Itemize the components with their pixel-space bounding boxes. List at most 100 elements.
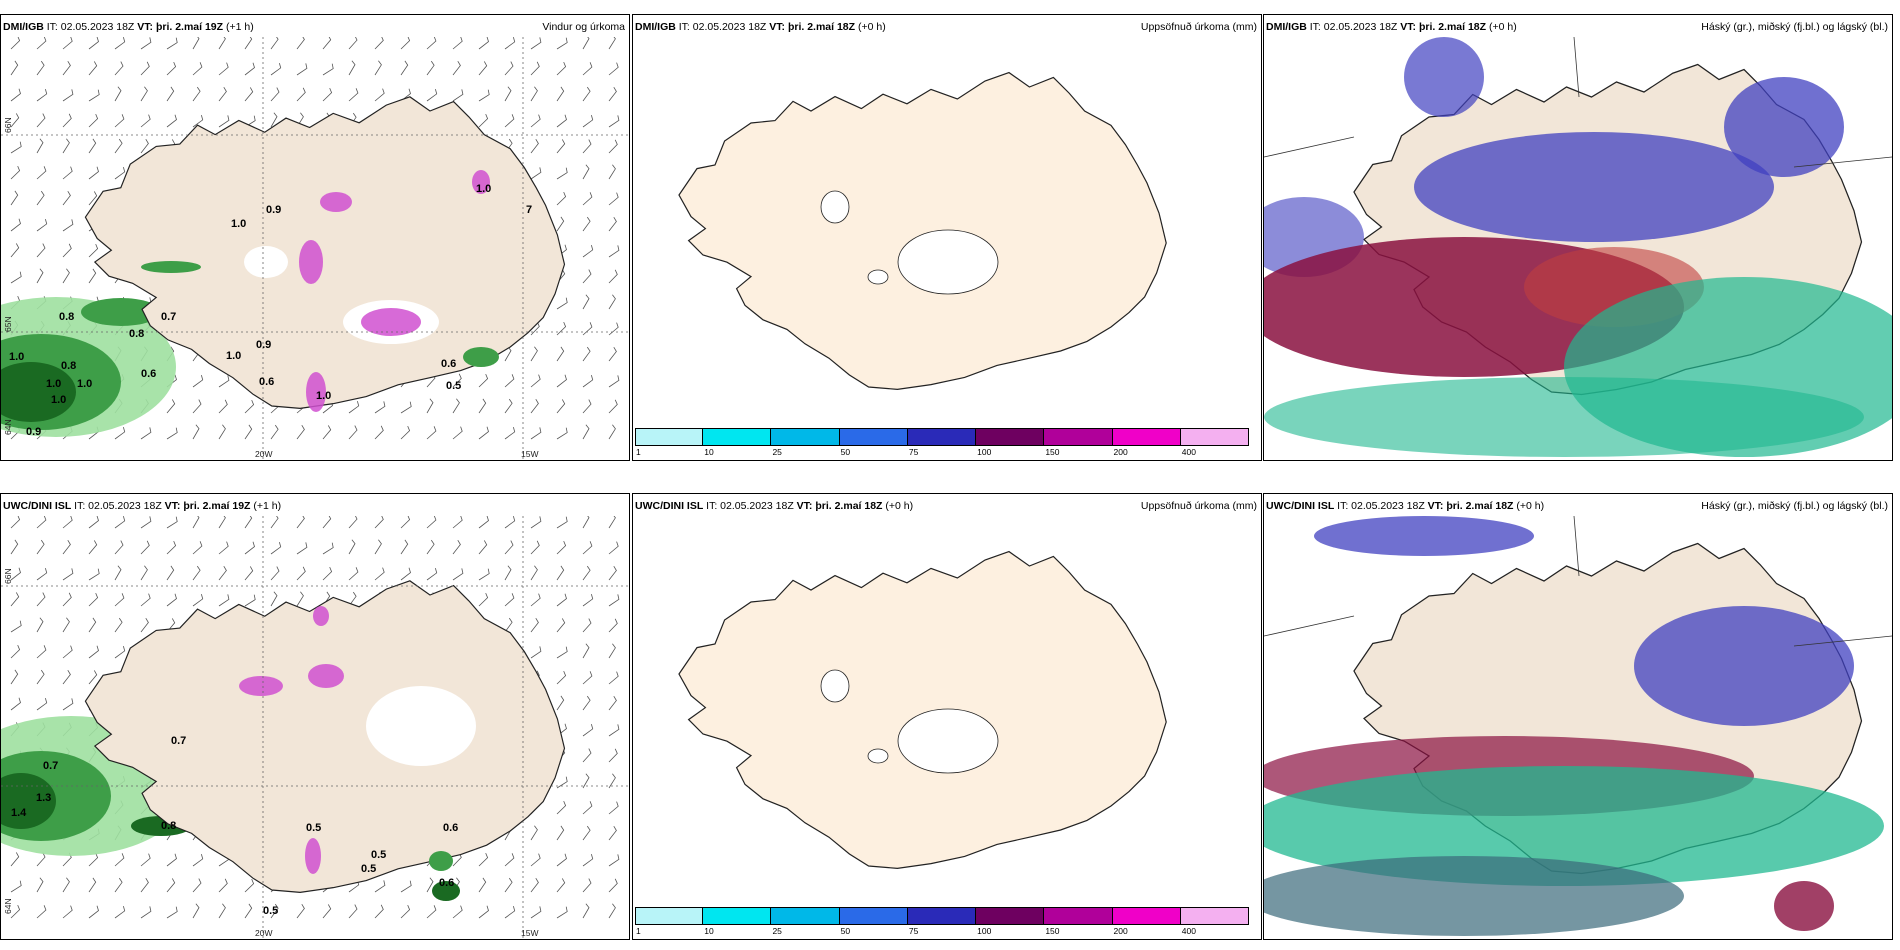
wind-barb bbox=[114, 565, 122, 581]
wind-barb bbox=[62, 89, 74, 102]
wind-barb bbox=[452, 568, 464, 581]
colorbar-tick-label: 400 bbox=[1181, 447, 1196, 457]
colorbar-tick-label: 400 bbox=[1181, 926, 1196, 936]
wind-barb bbox=[88, 877, 97, 893]
wind-barb bbox=[88, 166, 99, 180]
wind-barb bbox=[62, 877, 70, 893]
wind-barb bbox=[114, 516, 126, 529]
wind-barb bbox=[348, 425, 358, 440]
wind-barb bbox=[10, 697, 21, 711]
lat-label-66n: 66N bbox=[3, 117, 13, 133]
wind-barb bbox=[62, 166, 73, 180]
lon-label-20w: 20W bbox=[255, 449, 273, 459]
wind-barb bbox=[400, 539, 409, 555]
precip-colorbar: 1 10 25 50 75 100 150 200 400 bbox=[635, 903, 1261, 937]
wind-barb bbox=[218, 516, 226, 529]
wind-barb bbox=[530, 646, 542, 659]
wind-barb bbox=[140, 593, 151, 607]
wind-barb bbox=[36, 645, 47, 659]
wind-barb bbox=[218, 878, 228, 893]
wind-barb bbox=[608, 565, 617, 581]
panel-header: UWC/DINI ISL IT: 02.05.2023 18Z VT: þri.… bbox=[1264, 494, 1892, 516]
wind-barb bbox=[452, 516, 463, 529]
wind-barb bbox=[582, 346, 591, 362]
wind-barb bbox=[270, 566, 280, 581]
wind-barb bbox=[400, 904, 411, 919]
wind-barb bbox=[608, 115, 620, 128]
wind-barb bbox=[504, 114, 515, 128]
wind-barb bbox=[400, 516, 411, 529]
wind-barb bbox=[608, 854, 620, 867]
wind-barb bbox=[88, 138, 97, 154]
wind-barb bbox=[166, 427, 178, 440]
wind-barb bbox=[36, 218, 48, 232]
wind-barb bbox=[10, 904, 21, 919]
wind-barb bbox=[608, 216, 617, 232]
wind-barb bbox=[426, 905, 437, 919]
colorbar-swatch bbox=[771, 428, 840, 446]
wind-barb bbox=[426, 516, 437, 529]
panel-header: DMI/IGB IT: 02.05.2023 18Z VT: þri. 2.ma… bbox=[1, 15, 629, 37]
wind-barb bbox=[556, 427, 568, 440]
wind-barb bbox=[140, 427, 152, 440]
model-label: UWC/DINI ISL bbox=[635, 500, 704, 512]
precip-value: 0.7 bbox=[43, 760, 58, 772]
wind-barb bbox=[36, 60, 45, 76]
wind-barb bbox=[296, 591, 304, 607]
wind-barb bbox=[10, 141, 22, 154]
wind-barb bbox=[88, 540, 98, 555]
wind-barb bbox=[374, 425, 384, 440]
wind-barb bbox=[504, 374, 515, 388]
precip-value: 0.7 bbox=[171, 735, 186, 747]
wind-barb bbox=[556, 114, 567, 128]
wind-barb bbox=[140, 114, 151, 128]
wind-barb bbox=[608, 541, 619, 555]
colorbar-swatch bbox=[703, 907, 772, 925]
wind-barb bbox=[608, 903, 616, 919]
wind-barb bbox=[504, 540, 514, 555]
wind-barb bbox=[530, 138, 539, 154]
wind-barb bbox=[296, 424, 305, 440]
precip-value: 0.8 bbox=[61, 360, 76, 372]
precip-value: 0.7 bbox=[161, 311, 176, 323]
wind-barb bbox=[114, 426, 126, 440]
wind-barb bbox=[244, 399, 255, 414]
colorbar-swatch bbox=[771, 907, 840, 925]
wind-barb bbox=[608, 878, 618, 893]
precip-value: 0.6 bbox=[259, 376, 274, 388]
precip-value: 0.9 bbox=[26, 426, 41, 438]
wind-barb bbox=[556, 540, 567, 555]
wind-barb bbox=[62, 592, 72, 607]
wind-barb bbox=[10, 60, 19, 76]
wind-barb bbox=[608, 139, 618, 154]
wind-barb bbox=[322, 63, 334, 76]
wind-barb bbox=[88, 617, 97, 633]
wind-barb bbox=[218, 399, 228, 414]
wind-barb bbox=[582, 825, 591, 841]
wind-barb bbox=[10, 620, 22, 633]
wind-barb bbox=[10, 644, 21, 659]
wind-barb bbox=[452, 60, 461, 76]
precip-value: 0.8 bbox=[161, 820, 176, 832]
wind-barb bbox=[36, 567, 48, 581]
wind-barb bbox=[582, 748, 592, 763]
wind-barb bbox=[452, 89, 464, 102]
wind-barb bbox=[608, 516, 616, 529]
wind-barb bbox=[556, 216, 565, 232]
precip-value: 0.6 bbox=[141, 368, 156, 380]
wind-barb bbox=[374, 60, 382, 76]
colorbar-tick-label: 150 bbox=[1045, 447, 1060, 457]
wind-barb bbox=[218, 594, 230, 607]
wind-barb bbox=[608, 825, 617, 841]
model-label: DMI/IGB bbox=[635, 21, 676, 33]
wind-barb bbox=[530, 906, 542, 919]
colorbar-swatch bbox=[907, 428, 977, 446]
wind-precip-map: 0.7 0.7 1.3 1.4 0.8 0.6 0.5 0.5 0.5 0.5 … bbox=[1, 516, 629, 939]
wind-barb bbox=[166, 37, 178, 50]
init-time: IT: 02.05.2023 18Z bbox=[1309, 21, 1398, 33]
wind-barb bbox=[322, 566, 333, 581]
wind-barb bbox=[582, 516, 590, 529]
init-time: IT: 02.05.2023 18Z bbox=[74, 500, 162, 512]
colorbar-swatch bbox=[1112, 907, 1181, 925]
wind-barb bbox=[270, 62, 282, 76]
